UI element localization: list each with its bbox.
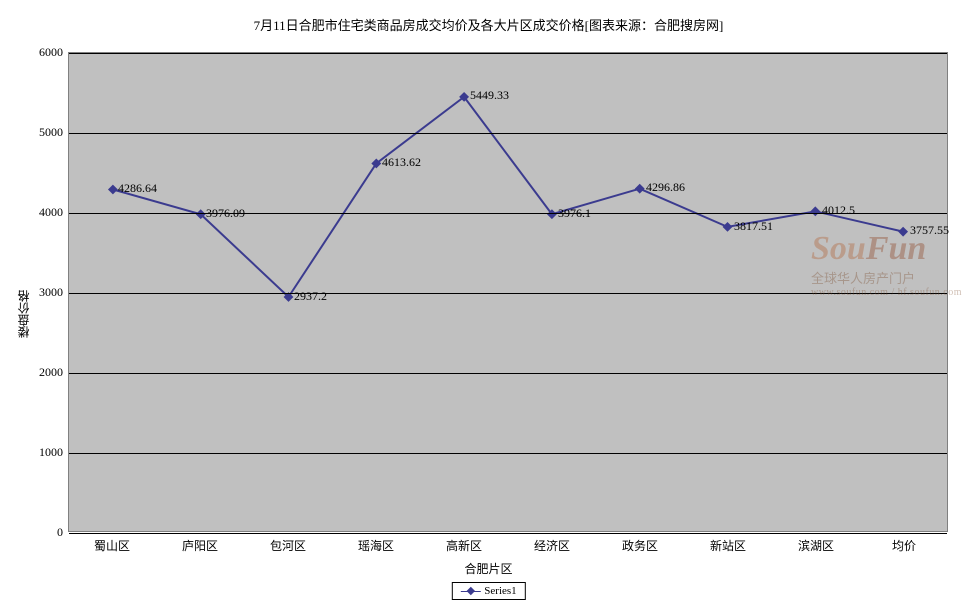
y-tick-label: 3000: [8, 285, 63, 300]
y-tick-label: 6000: [8, 45, 63, 60]
data-label: 3817.51: [734, 219, 773, 234]
gridline: [69, 133, 947, 134]
legend-series-label: Series1: [484, 585, 516, 597]
data-marker: [108, 185, 118, 195]
data-label: 3976.1: [558, 206, 591, 221]
data-label: 2937.2: [294, 289, 327, 304]
x-axis-label: 合肥片区: [0, 560, 977, 577]
plot-area: [68, 52, 948, 532]
gridline: [69, 293, 947, 294]
data-label: 3757.55: [910, 223, 949, 238]
gridline: [69, 213, 947, 214]
data-marker: [723, 222, 733, 232]
x-tick-label: 瑶海区: [332, 537, 420, 554]
data-marker: [810, 206, 820, 216]
data-label: 5449.33: [470, 88, 509, 103]
y-tick-label: 0: [8, 525, 63, 540]
data-label: 4012.5: [822, 203, 855, 218]
x-tick-label: 新站区: [684, 537, 772, 554]
data-label: 4613.62: [382, 155, 421, 170]
gridline: [69, 453, 947, 454]
line-series-svg: [69, 53, 947, 531]
y-tick-label: 2000: [8, 365, 63, 380]
x-tick-label: 庐阳区: [156, 537, 244, 554]
x-tick-label: 包河区: [244, 537, 332, 554]
x-tick-label: 经济区: [508, 537, 596, 554]
data-label: 4296.86: [646, 180, 685, 195]
data-marker: [635, 184, 645, 194]
gridline: [69, 53, 947, 54]
y-tick-label: 5000: [8, 125, 63, 140]
legend-marker-icon: [460, 586, 480, 596]
y-tick-label: 1000: [8, 445, 63, 460]
gridline: [69, 373, 947, 374]
legend: Series1: [451, 582, 525, 600]
data-label: 3976.09: [206, 206, 245, 221]
data-label: 4286.64: [118, 181, 157, 196]
chart-title: 7月11日合肥市住宅类商品房成交均价及各大片区成交价格[图表来源：合肥搜房网]: [0, 15, 977, 34]
y-tick-label: 4000: [8, 205, 63, 220]
series-line: [113, 97, 903, 297]
x-tick-label: 滨湖区: [772, 537, 860, 554]
x-tick-label: 均价: [860, 537, 948, 554]
gridline: [69, 533, 947, 534]
data-marker: [898, 227, 908, 237]
x-tick-label: 蜀山区: [68, 537, 156, 554]
chart-container: 7月11日合肥市住宅类商品房成交均价及各大片区成交价格[图表来源：合肥搜房网] …: [0, 0, 977, 600]
x-tick-label: 高新区: [420, 537, 508, 554]
x-tick-label: 政务区: [596, 537, 684, 554]
